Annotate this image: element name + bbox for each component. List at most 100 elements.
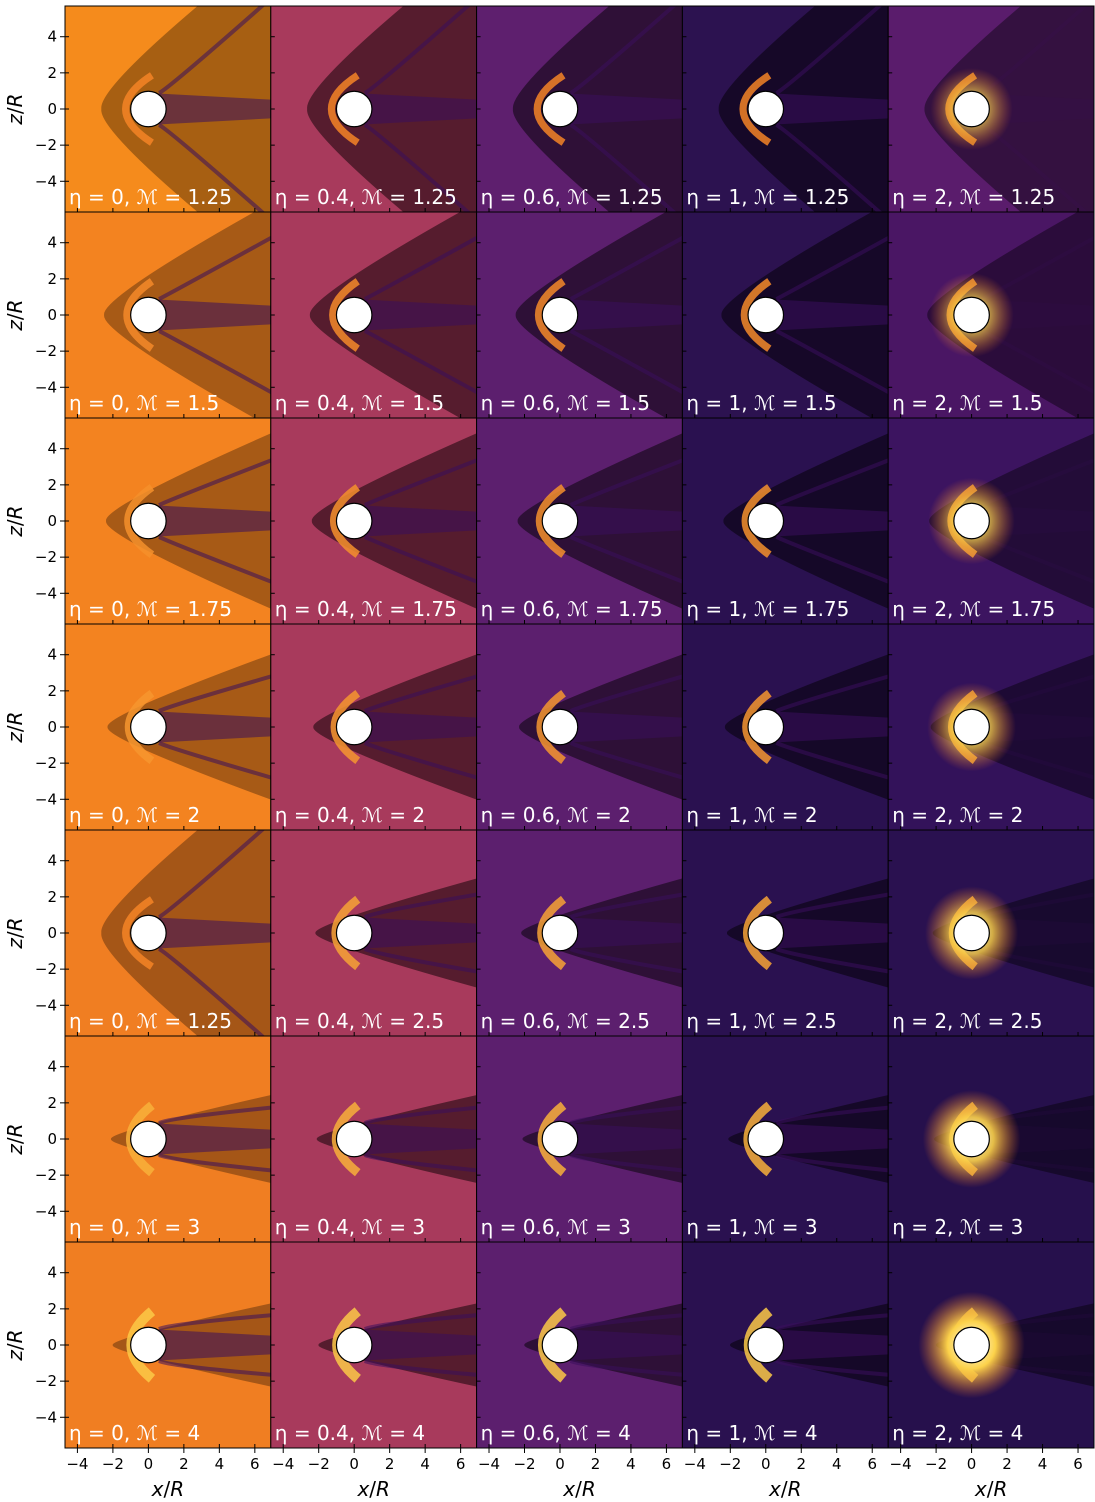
panel-eta-1-mach-4: η = 1, ℳ = 4 (681, 1241, 889, 1449)
panel-field (270, 624, 477, 830)
x-tick-label: −2 (719, 1455, 741, 1473)
x-tick-label: −2 (308, 1455, 330, 1473)
panel-eta-1-mach-2.5: η = 1, ℳ = 2.5 (681, 829, 889, 1037)
panel-label: η = 0.4, ℳ = 4 (275, 1421, 425, 1445)
panel-label: η = 0.4, ℳ = 1.25 (275, 185, 457, 209)
panel-eta-0-mach-1.5: η = 0, ℳ = 1.5 (64, 211, 272, 419)
obstacle-circle (541, 90, 579, 128)
wake-region (354, 1329, 477, 1361)
panel-field (65, 1036, 271, 1242)
panel-field (65, 624, 271, 830)
obstacle-circle (953, 296, 990, 334)
wake-region (765, 917, 889, 949)
panel-eta-0-mach-1.75: η = 0, ℳ = 1.75 (64, 417, 272, 625)
obstacle-circle (747, 502, 785, 540)
x-tick-label: −4 (272, 1455, 294, 1473)
y-tick-label: −2 (35, 1372, 57, 1390)
y-tick-label: −4 (35, 584, 57, 602)
panel-field (270, 1036, 477, 1242)
y-tick-label: −4 (35, 1202, 57, 1220)
x-tick-label: 6 (250, 1455, 260, 1473)
x-axis-title: x/R (151, 1477, 185, 1501)
y-tick-label: 2 (47, 476, 57, 494)
y-tick-label: 0 (47, 1336, 57, 1354)
panel-label: η = 0.6, ℳ = 2.5 (481, 1009, 650, 1033)
panel-field (888, 1036, 1095, 1242)
panel-label: η = 0.4, ℳ = 2 (275, 803, 425, 827)
bow-shock-front (123, 278, 155, 352)
panel-field (270, 6, 477, 212)
obstacle-circle (747, 1326, 785, 1364)
panel-label: η = 2, ℳ = 1.25 (892, 185, 1055, 209)
obstacle-circle (541, 914, 579, 952)
inner-shock-wings (158, 1105, 271, 1173)
panel-field (476, 1036, 683, 1242)
wake-region (765, 299, 889, 331)
y-tick-label: 4 (47, 440, 57, 458)
obstacle-circle (130, 708, 167, 746)
inner-shock-wings (363, 235, 477, 395)
obstacle-circle (953, 914, 990, 952)
inner-shock-wings (569, 892, 683, 974)
panel-eta-2-mach-1.25: η = 2, ℳ = 1.25 (887, 5, 1095, 213)
x-tick-label: −4 (478, 1455, 500, 1473)
bow-shock-front (330, 690, 361, 764)
y-tick-label: 0 (47, 718, 57, 736)
y-tick-label: 2 (47, 888, 57, 906)
y-tick-label: −2 (35, 960, 57, 978)
panel-field (476, 1242, 683, 1448)
panel-eta-0.6-mach-4: η = 0.6, ℳ = 4 (476, 1241, 683, 1449)
obstacle-circle (747, 296, 785, 334)
panel-label: η = 0.4, ℳ = 3 (275, 1215, 425, 1239)
panel-label: η = 0.4, ℳ = 1.75 (275, 597, 457, 621)
x-tick-label: 2 (385, 1455, 395, 1473)
panel-eta-2-mach-2.5: η = 2, ℳ = 2.5 (887, 829, 1095, 1037)
y-tick-label: −4 (35, 996, 57, 1014)
bow-shock-front (537, 895, 567, 971)
panel-eta-1-mach-3: η = 1, ℳ = 3 (681, 1035, 889, 1243)
panel-eta-2-mach-2: η = 2, ℳ = 2 (887, 623, 1095, 831)
y-tick-label: 0 (47, 306, 57, 324)
panel-eta-0.6-mach-3: η = 0.6, ℳ = 3 (476, 1035, 683, 1243)
y-tick-label: 2 (47, 682, 57, 700)
inner-shock-wings (775, 892, 889, 974)
panel-eta-0.6-mach-1.25: η = 0.6, ℳ = 1.25 (476, 5, 683, 213)
obstacle-circle (953, 90, 990, 128)
y-tick-label: 4 (47, 1058, 57, 1076)
obstacle-circle (747, 90, 785, 128)
obstacle-circle (953, 708, 990, 746)
panel-eta-0.4-mach-2.5: η = 0.4, ℳ = 2.5 (270, 829, 478, 1037)
wake-region (559, 1123, 683, 1155)
bow-shock-front (331, 895, 361, 971)
x-tick-label: 4 (215, 1455, 225, 1473)
x-tick-label: 0 (144, 1455, 154, 1473)
panel-eta-0.6-mach-2: η = 0.6, ℳ = 2 (476, 623, 683, 831)
panel-field (682, 830, 889, 1036)
inner-shock-wings (775, 674, 889, 780)
x-tick-label: −4 (66, 1455, 88, 1473)
wake-region (559, 917, 683, 949)
y-tick-label: 0 (47, 1130, 57, 1148)
y-tick-label: 2 (47, 1300, 57, 1318)
y-tick-label: −2 (35, 342, 57, 360)
y-axis-title: z/R (3, 93, 27, 125)
panel-eta-1-mach-1.25: η = 1, ℳ = 1.25 (681, 5, 889, 213)
panel-field (682, 624, 889, 830)
wake-region (354, 93, 477, 125)
panel-label: η = 0, ℳ = 3 (69, 1215, 200, 1239)
panel-eta-0.4-mach-4: η = 0.4, ℳ = 4 (270, 1241, 478, 1449)
inner-shock-wings (363, 1105, 477, 1173)
x-tick-label: −4 (890, 1455, 912, 1473)
panel-eta-1-mach-1.75: η = 1, ℳ = 1.75 (681, 417, 889, 625)
panel-field (888, 830, 1095, 1036)
y-tick-label: 4 (47, 28, 57, 46)
wake-region (148, 1329, 271, 1361)
panel-label: η = 1, ℳ = 3 (686, 1215, 817, 1239)
obstacle-circle (747, 914, 785, 952)
y-tick-label: 4 (47, 234, 57, 252)
panel-label: η = 0, ℳ = 1.25 (69, 1009, 232, 1033)
panel-label: η = 2, ℳ = 1.75 (892, 597, 1055, 621)
panel-eta-2-mach-1.5: η = 2, ℳ = 1.5 (887, 211, 1095, 419)
panel-label: η = 0.6, ℳ = 1.25 (481, 185, 663, 209)
